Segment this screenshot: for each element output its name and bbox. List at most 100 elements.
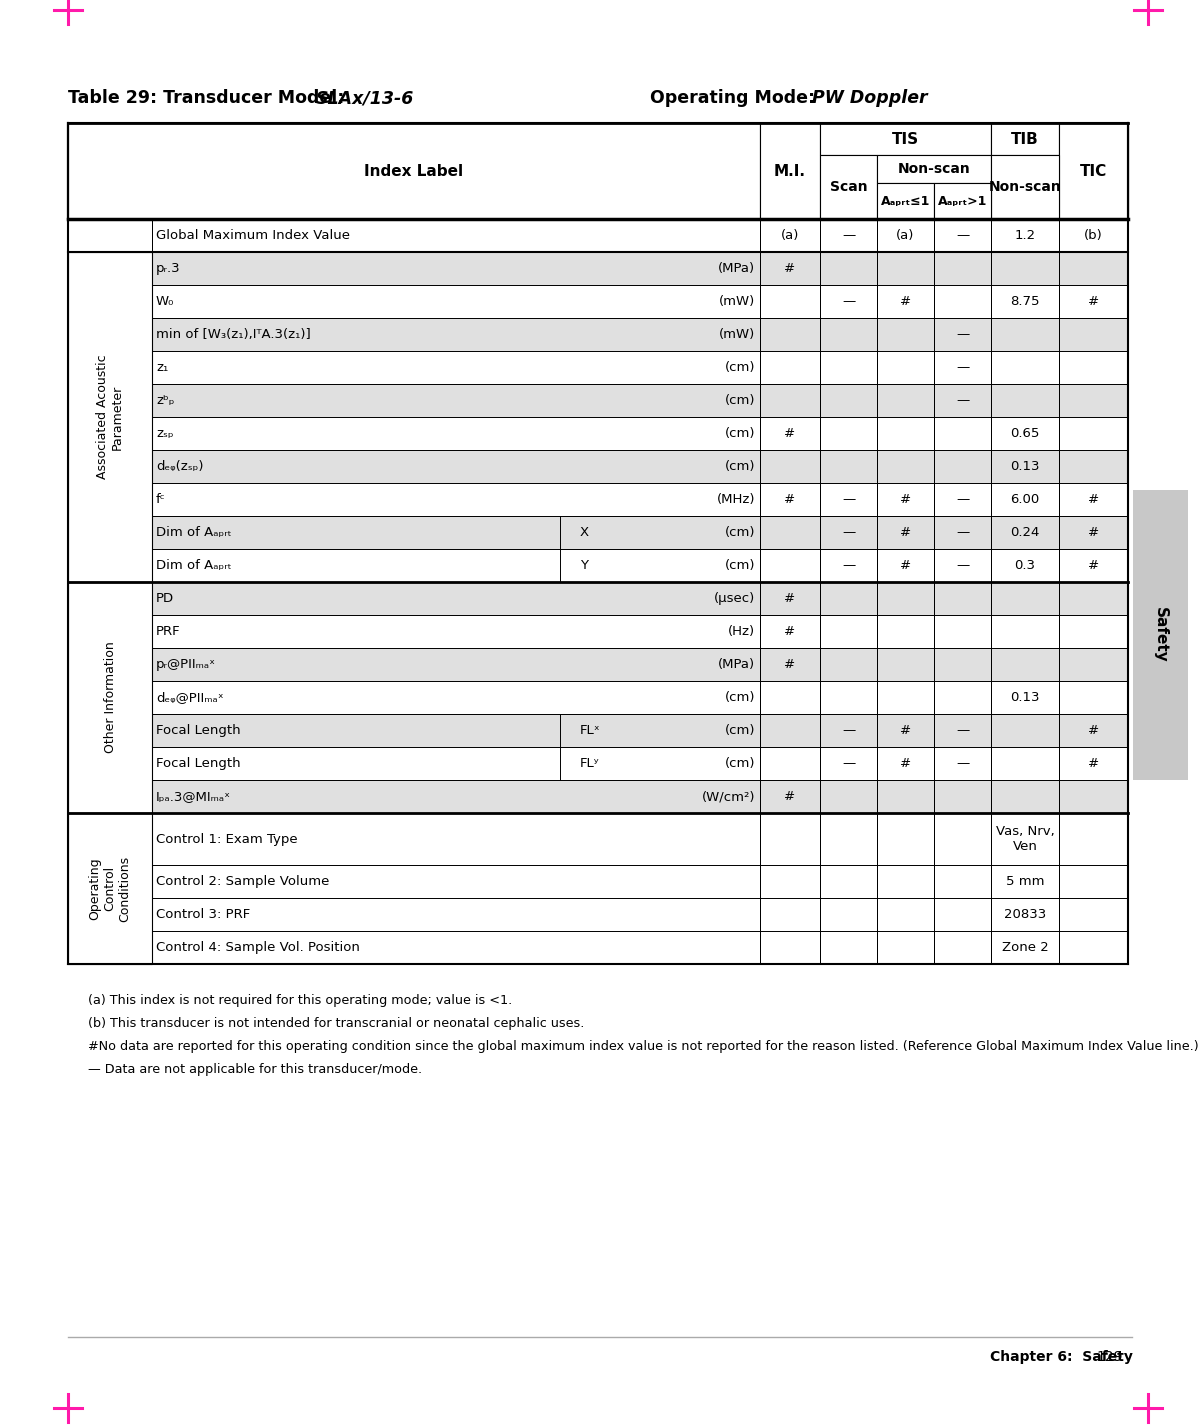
- Bar: [991, 383, 1060, 418]
- Text: #: #: [900, 757, 911, 770]
- Bar: [152, 681, 760, 714]
- Text: Control 2: Sample Volume: Control 2: Sample Volume: [156, 875, 329, 888]
- Bar: [1060, 814, 1128, 865]
- Bar: [820, 450, 877, 483]
- Bar: [934, 581, 991, 616]
- Bar: [877, 865, 934, 898]
- Bar: [934, 714, 991, 747]
- Bar: [152, 931, 760, 963]
- Bar: [991, 747, 1060, 779]
- Bar: [877, 581, 934, 616]
- Bar: [991, 714, 1060, 747]
- Text: —: —: [956, 229, 970, 242]
- Bar: [152, 252, 760, 285]
- Bar: [877, 182, 934, 219]
- Bar: [760, 898, 820, 931]
- Bar: [877, 648, 934, 681]
- Text: Non-scan: Non-scan: [989, 180, 1061, 194]
- Bar: [760, 252, 820, 285]
- Bar: [152, 747, 760, 779]
- Text: Y: Y: [580, 559, 588, 571]
- Bar: [1060, 516, 1128, 549]
- Bar: [991, 865, 1060, 898]
- Bar: [991, 931, 1060, 963]
- Text: —: —: [956, 757, 970, 770]
- Text: zₛₚ: zₛₚ: [156, 428, 174, 440]
- Bar: [934, 483, 991, 516]
- Bar: [877, 285, 934, 318]
- Text: Non-scan: Non-scan: [898, 162, 971, 177]
- Text: Zone 2: Zone 2: [1002, 940, 1049, 953]
- Text: 0.13: 0.13: [1010, 691, 1039, 704]
- Bar: [934, 865, 991, 898]
- Text: z₁: z₁: [156, 361, 168, 373]
- Bar: [1060, 581, 1128, 616]
- Text: —: —: [842, 493, 856, 506]
- Bar: [991, 351, 1060, 383]
- Text: PD: PD: [156, 591, 174, 606]
- Bar: [152, 898, 760, 931]
- Text: PW Doppler: PW Doppler: [812, 88, 928, 107]
- Bar: [877, 351, 934, 383]
- Text: PRF: PRF: [156, 626, 181, 638]
- Text: (b): (b): [1084, 229, 1103, 242]
- Bar: [760, 747, 820, 779]
- Bar: [820, 681, 877, 714]
- Bar: [934, 219, 991, 252]
- Bar: [1060, 383, 1128, 418]
- Bar: [820, 351, 877, 383]
- Bar: [152, 549, 760, 581]
- Text: —: —: [842, 559, 856, 571]
- Bar: [877, 898, 934, 931]
- Bar: [1060, 123, 1128, 219]
- Bar: [934, 814, 991, 865]
- Text: 8.75: 8.75: [1010, 295, 1039, 308]
- Text: Index Label: Index Label: [365, 164, 463, 178]
- Text: (Hz): (Hz): [728, 626, 755, 638]
- Bar: [760, 865, 820, 898]
- Bar: [991, 648, 1060, 681]
- Text: —: —: [956, 526, 970, 539]
- Bar: [1060, 898, 1128, 931]
- Bar: [152, 450, 760, 483]
- Bar: [760, 383, 820, 418]
- Text: Control 1: Exam Type: Control 1: Exam Type: [156, 832, 298, 845]
- Bar: [820, 714, 877, 747]
- Bar: [820, 252, 877, 285]
- Bar: [820, 898, 877, 931]
- Text: Aₐₚᵣₜ≤1: Aₐₚᵣₜ≤1: [881, 194, 930, 208]
- Bar: [820, 648, 877, 681]
- Bar: [1060, 285, 1128, 318]
- Bar: [152, 351, 760, 383]
- Bar: [1060, 252, 1128, 285]
- Text: Operating Mode:: Operating Mode:: [650, 88, 821, 107]
- Text: Safety: Safety: [1152, 607, 1168, 663]
- Text: #: #: [900, 559, 911, 571]
- Bar: [152, 318, 760, 351]
- Text: SLAx/13-6: SLAx/13-6: [316, 88, 414, 107]
- Bar: [760, 779, 820, 814]
- Bar: [991, 285, 1060, 318]
- Bar: [152, 714, 760, 747]
- Text: —: —: [956, 328, 970, 341]
- Text: Focal Length: Focal Length: [156, 757, 241, 770]
- Bar: [152, 516, 760, 549]
- Text: zᵇₚ: zᵇₚ: [156, 393, 174, 408]
- Text: (mW): (mW): [719, 328, 755, 341]
- Text: FLʸ: FLʸ: [580, 757, 600, 770]
- Bar: [760, 351, 820, 383]
- Bar: [991, 450, 1060, 483]
- Text: dₑᵩ@PIIₘₐˣ: dₑᵩ@PIIₘₐˣ: [156, 691, 223, 704]
- Bar: [877, 450, 934, 483]
- Bar: [760, 616, 820, 648]
- Text: Operating
Control
Conditions: Operating Control Conditions: [89, 855, 132, 922]
- Bar: [1060, 351, 1128, 383]
- Text: 6.00: 6.00: [1010, 493, 1039, 506]
- Bar: [820, 123, 991, 155]
- Bar: [760, 648, 820, 681]
- Text: #No data are reported for this operating condition since the global maximum inde: #No data are reported for this operating…: [88, 1040, 1199, 1053]
- Bar: [877, 616, 934, 648]
- Bar: [934, 616, 991, 648]
- Text: 20833: 20833: [1004, 908, 1046, 921]
- Bar: [934, 898, 991, 931]
